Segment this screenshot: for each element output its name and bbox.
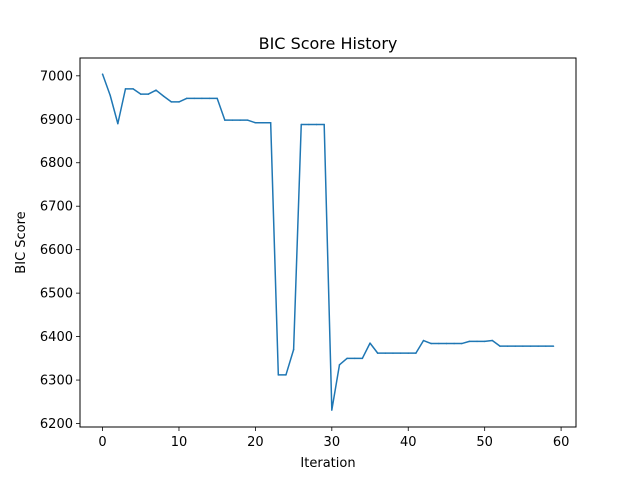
y-axis-label: BIC Score [14, 211, 29, 273]
chart-title: BIC Score History [259, 34, 398, 53]
data-point [300, 123, 302, 126]
data-point [338, 364, 341, 366]
data-point [162, 95, 165, 97]
y-tick-label: 6500 [40, 287, 73, 302]
data-point [430, 342, 432, 345]
data-point [193, 97, 196, 100]
y-tick-label: 6400 [40, 330, 73, 345]
data-point [453, 342, 455, 345]
data-point [155, 89, 157, 91]
data-point [361, 357, 364, 360]
y-tick-label: 6700 [40, 200, 73, 215]
data-point [529, 345, 532, 347]
data-point [216, 97, 218, 100]
data-point [208, 97, 211, 100]
y-tick-label: 6900 [40, 113, 73, 128]
data-point [147, 93, 150, 95]
data-point [376, 352, 379, 354]
x-tick-label: 10 [171, 435, 188, 450]
data-point [201, 97, 203, 100]
x-tick-label: 60 [553, 435, 570, 450]
data-point [292, 348, 295, 351]
data-point [522, 345, 524, 347]
data-point [308, 123, 310, 126]
y-tick-label: 6300 [40, 374, 73, 389]
data-point [491, 339, 494, 342]
data-point [369, 342, 371, 344]
data-point [231, 119, 234, 121]
data-point [224, 119, 226, 121]
data-point [269, 122, 272, 124]
data-point [117, 122, 119, 125]
y-tick-label: 6800 [40, 156, 73, 171]
data-point [315, 123, 318, 126]
data-point [445, 342, 448, 345]
data-point [468, 340, 471, 343]
data-point [476, 340, 478, 343]
data-point [277, 374, 280, 376]
data-point [185, 97, 188, 100]
y-axis: 6200 6300 6400 6500 6600 6700 6800 6900 7000 [40, 69, 80, 432]
data-point [460, 342, 463, 345]
data-point [140, 93, 142, 95]
data-point [438, 342, 440, 345]
data-point [506, 345, 509, 347]
x-axis-label: Iteration [300, 456, 355, 471]
x-axis: 0 10 20 30 40 50 60 [98, 427, 569, 450]
data-point [109, 94, 111, 97]
series-line-0 [101, 73, 554, 411]
data-point [323, 123, 325, 126]
data-point [415, 352, 417, 354]
data-point [392, 352, 394, 354]
data-point [399, 352, 402, 354]
data-point [178, 101, 180, 103]
plot-series [101, 73, 555, 411]
data-point [170, 101, 173, 103]
data-point [483, 340, 486, 343]
data-point [285, 374, 287, 376]
data-point [262, 122, 264, 124]
data-point [247, 119, 249, 121]
data-point [354, 357, 356, 360]
data-point [124, 88, 127, 90]
data-point [239, 119, 241, 121]
data-point [346, 357, 348, 360]
x-tick-label: 20 [247, 435, 264, 450]
data-point [422, 339, 425, 342]
plot-frame [79, 57, 577, 428]
data-point [537, 345, 539, 347]
data-point [552, 345, 555, 347]
x-tick-label: 30 [324, 435, 341, 450]
data-point [545, 345, 547, 347]
x-tick-label: 0 [98, 435, 106, 450]
x-tick-label: 50 [476, 435, 493, 450]
data-point [499, 345, 501, 347]
data-point [514, 345, 516, 347]
data-point [101, 73, 104, 75]
x-tick-label: 40 [400, 435, 417, 450]
y-tick-label: 7000 [40, 69, 73, 84]
data-point [407, 352, 409, 354]
data-point [254, 122, 257, 124]
data-point [384, 352, 387, 354]
y-tick-label: 6600 [40, 243, 73, 258]
y-tick-label: 6200 [40, 417, 73, 432]
data-point [132, 88, 134, 90]
data-point [331, 409, 333, 411]
